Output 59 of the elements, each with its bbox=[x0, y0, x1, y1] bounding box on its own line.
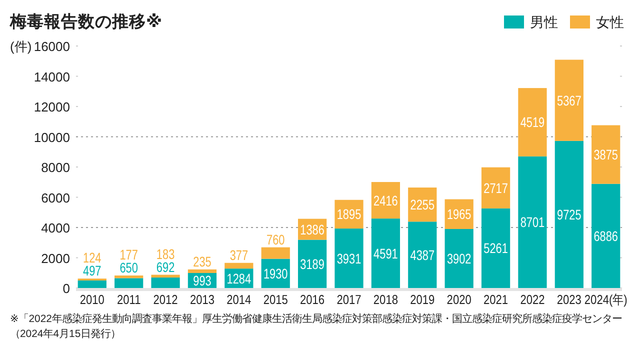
data-label: 1895 bbox=[336, 206, 362, 223]
data-label: 6886 bbox=[594, 228, 618, 244]
legend-label: 男性 bbox=[530, 14, 558, 30]
y-tick-label: 16000 bbox=[34, 39, 70, 54]
x-tick-label: 2023 bbox=[556, 292, 582, 308]
y-tick-label: 8000 bbox=[41, 160, 70, 175]
data-label: 8701 bbox=[520, 214, 545, 231]
data-label: 497 bbox=[83, 263, 102, 279]
text: ※「2022年感染症発生動向調査事業年報」厚生労働省健康生活衛生局感染症対策部感染症対策課・国立感染症研究所感染症疫学センター（2024年4月15日発行） bbox=[10, 313, 622, 340]
data-label: 760 bbox=[266, 232, 285, 248]
x-tick-label: 2020 bbox=[446, 292, 472, 308]
data-label: 377 bbox=[230, 248, 248, 264]
data-label: 5261 bbox=[484, 240, 508, 257]
x-tick-label: 2012 bbox=[153, 292, 178, 308]
y-tick-label: 4000 bbox=[41, 220, 70, 236]
data-label: 3189 bbox=[300, 256, 324, 272]
data-label: 183 bbox=[156, 246, 175, 262]
data-label: 692 bbox=[156, 260, 175, 276]
data-label: 4519 bbox=[520, 114, 545, 131]
legend-label: 女性 bbox=[596, 14, 624, 30]
data-label: 235 bbox=[193, 254, 212, 270]
data-label: 177 bbox=[120, 247, 138, 263]
data-label: 3902 bbox=[446, 251, 472, 267]
y-tick-label: 12000 bbox=[34, 100, 70, 114]
x-tick-label: 2024(年) bbox=[584, 292, 628, 308]
data-label: 993 bbox=[193, 273, 212, 289]
y-tick-label: 0 bbox=[62, 281, 70, 296]
y-tick-label: 10000 bbox=[34, 130, 70, 145]
data-label: 2717 bbox=[484, 180, 508, 196]
x-tick-label: 2016 bbox=[300, 292, 325, 308]
data-label: 3931 bbox=[336, 251, 362, 267]
y-tick-label: 14000 bbox=[34, 69, 70, 84]
data-label: 2255 bbox=[410, 197, 435, 213]
x-tick-label: 2021 bbox=[483, 292, 508, 308]
data-label: 1386 bbox=[300, 222, 324, 238]
data-label: 1930 bbox=[263, 266, 288, 282]
y-tick-label: 6000 bbox=[41, 190, 70, 206]
data-label: 3875 bbox=[594, 147, 618, 163]
x-tick-label: 2015 bbox=[263, 292, 288, 308]
data-label: 124 bbox=[83, 250, 102, 266]
data-label: 1965 bbox=[446, 206, 472, 222]
x-tick-label: 2017 bbox=[336, 292, 362, 308]
x-tick-label: 2022 bbox=[520, 292, 546, 308]
y-tick-label: 2000 bbox=[41, 250, 70, 266]
chart-title: 梅毒報告数の推移※ bbox=[9, 12, 162, 31]
x-tick-label: 2010 bbox=[80, 292, 105, 308]
data-label: 5367 bbox=[557, 93, 582, 109]
data-label: 650 bbox=[120, 260, 138, 276]
data-label: 4591 bbox=[374, 246, 398, 262]
data-label: 4387 bbox=[410, 248, 435, 264]
x-tick-label: 2019 bbox=[410, 292, 435, 308]
data-label: 2416 bbox=[374, 193, 398, 209]
y-axis-title: (件) bbox=[10, 39, 32, 54]
data-label: 9725 bbox=[557, 207, 582, 223]
x-tick-label: 2014 bbox=[226, 292, 252, 308]
x-tick-label: 2011 bbox=[116, 292, 141, 308]
data-label: 1284 bbox=[226, 271, 252, 287]
x-tick-label: 2018 bbox=[373, 292, 398, 308]
x-tick-label: 2013 bbox=[190, 292, 215, 308]
